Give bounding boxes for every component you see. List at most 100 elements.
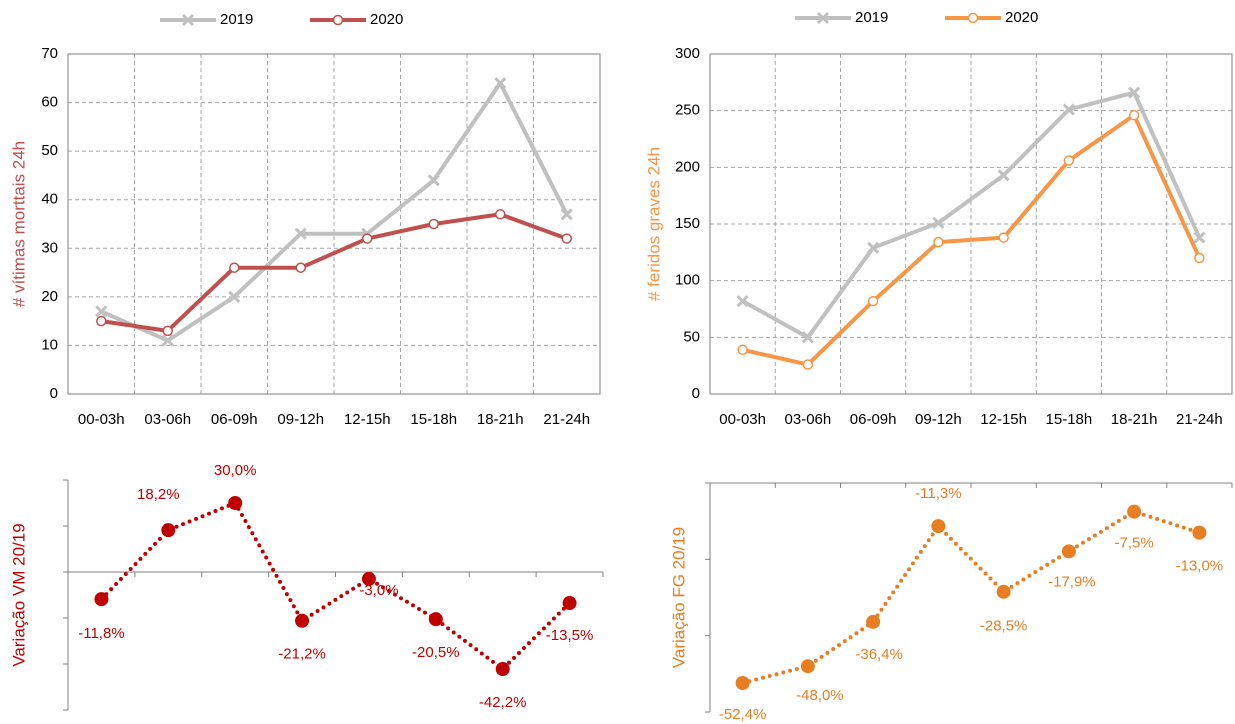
data-label: 18,2% [137, 486, 180, 503]
data-label: -21,2% [278, 646, 326, 663]
marker [931, 519, 946, 534]
x-tick-label: 21-24h [1176, 411, 1223, 428]
marker [933, 236, 944, 248]
x-tick-label: 18-21h [477, 411, 524, 428]
marker [800, 659, 815, 674]
x-tick-label: 21-24h [543, 411, 590, 428]
marker [362, 233, 373, 244]
x-tick-label: 12-15h [344, 411, 391, 428]
marker [1194, 252, 1205, 264]
x-tick-label: 09-12h [277, 411, 324, 428]
marker [802, 359, 814, 370]
x-tick-label: 03-06h [785, 411, 832, 428]
legend-label: 2020 [370, 11, 403, 28]
y-axis-title: Variação VM 20/19 [9, 523, 28, 666]
data-label: -17,9% [1048, 573, 1096, 590]
marker [1127, 504, 1142, 519]
marker [561, 233, 572, 244]
legend-label: 2019 [855, 9, 888, 26]
x-tick-label: 06-09h [211, 411, 258, 428]
series-line [100, 81, 569, 343]
marker-x [1128, 86, 1141, 99]
data-label: -28,5% [980, 618, 1028, 635]
marker [495, 209, 506, 220]
y-tick-label: 50 [41, 142, 58, 159]
marker-x [867, 241, 880, 254]
data-label: -42,2% [479, 694, 527, 711]
data-label: -20,5% [412, 644, 460, 661]
marker [967, 12, 979, 24]
marker-x [736, 295, 749, 308]
marker [295, 262, 306, 273]
marker [94, 592, 109, 607]
series-line [741, 90, 1202, 340]
y-axis-title: # vítimas morttais 24h [9, 141, 28, 307]
marker [867, 295, 879, 307]
x-tick-label: 18-21h [1111, 411, 1158, 428]
marker-x [932, 216, 945, 229]
marker-x [181, 13, 195, 27]
marker [361, 571, 376, 586]
marker [1063, 155, 1075, 166]
x-tick-label: 12-15h [980, 411, 1027, 428]
marker-x [427, 174, 440, 187]
y-tick-label: 50 [683, 328, 700, 345]
y-tick-label: 100 [675, 272, 700, 289]
data-label: -3,0% [359, 582, 398, 599]
marker-x [228, 290, 241, 303]
x-tick-label: 15-18h [410, 411, 457, 428]
marker [96, 315, 107, 327]
x-tick-label: 09-12h [915, 411, 962, 428]
marker [161, 523, 176, 538]
y-tick-label: 150 [675, 215, 700, 232]
marker [228, 496, 243, 510]
data-label: -11,8% [78, 625, 124, 642]
marker [998, 232, 1009, 243]
marker-x [161, 334, 174, 347]
y-tick-label: 60 [41, 94, 58, 111]
y-tick-label: 70 [41, 45, 58, 62]
data-label: 30,0% [214, 462, 257, 479]
x-tick-label: 00-03h [719, 411, 766, 428]
series-line [742, 113, 1202, 367]
y-tick-label: 30 [41, 239, 58, 256]
marker [428, 218, 439, 230]
marker [735, 675, 750, 690]
series-line [99, 500, 572, 672]
y-axis-title: # feridos graves 24h [644, 147, 663, 301]
x-tick-label: 06-09h [850, 411, 897, 428]
y-tick-label: 250 [675, 102, 700, 119]
marker [1061, 544, 1076, 559]
marker [495, 662, 510, 677]
y-tick-label: 300 [675, 45, 700, 62]
legend-label: 2020 [1005, 9, 1038, 26]
marker [1192, 525, 1207, 540]
y-tick-label: 40 [41, 191, 58, 208]
x-tick-label: 03-06h [144, 411, 191, 428]
x-tick-label: 15-18h [1046, 411, 1093, 428]
marker [562, 596, 577, 611]
legend-label: 2019 [220, 11, 253, 28]
marker [295, 613, 310, 628]
marker [866, 614, 881, 629]
marker-x [801, 331, 814, 344]
x-tick-label: 00-03h [78, 411, 125, 428]
data-label: -7,5% [1115, 535, 1154, 552]
marker [332, 14, 344, 26]
y-tick-label: 10 [41, 336, 58, 353]
data-label: -13,5% [546, 627, 594, 644]
y-tick-label: 0 [50, 385, 58, 402]
data-label: -36,4% [855, 646, 903, 663]
marker-x [95, 305, 108, 318]
marker-x [1062, 103, 1075, 116]
data-label: -48,0% [796, 687, 844, 704]
series-line [100, 212, 568, 333]
data-label: -52,4% [719, 706, 767, 723]
data-label: -11,3% [915, 485, 961, 502]
y-tick-label: 0 [692, 385, 700, 402]
marker [737, 344, 748, 356]
data-label: -13,0% [1176, 558, 1224, 575]
marker-x [560, 208, 573, 221]
